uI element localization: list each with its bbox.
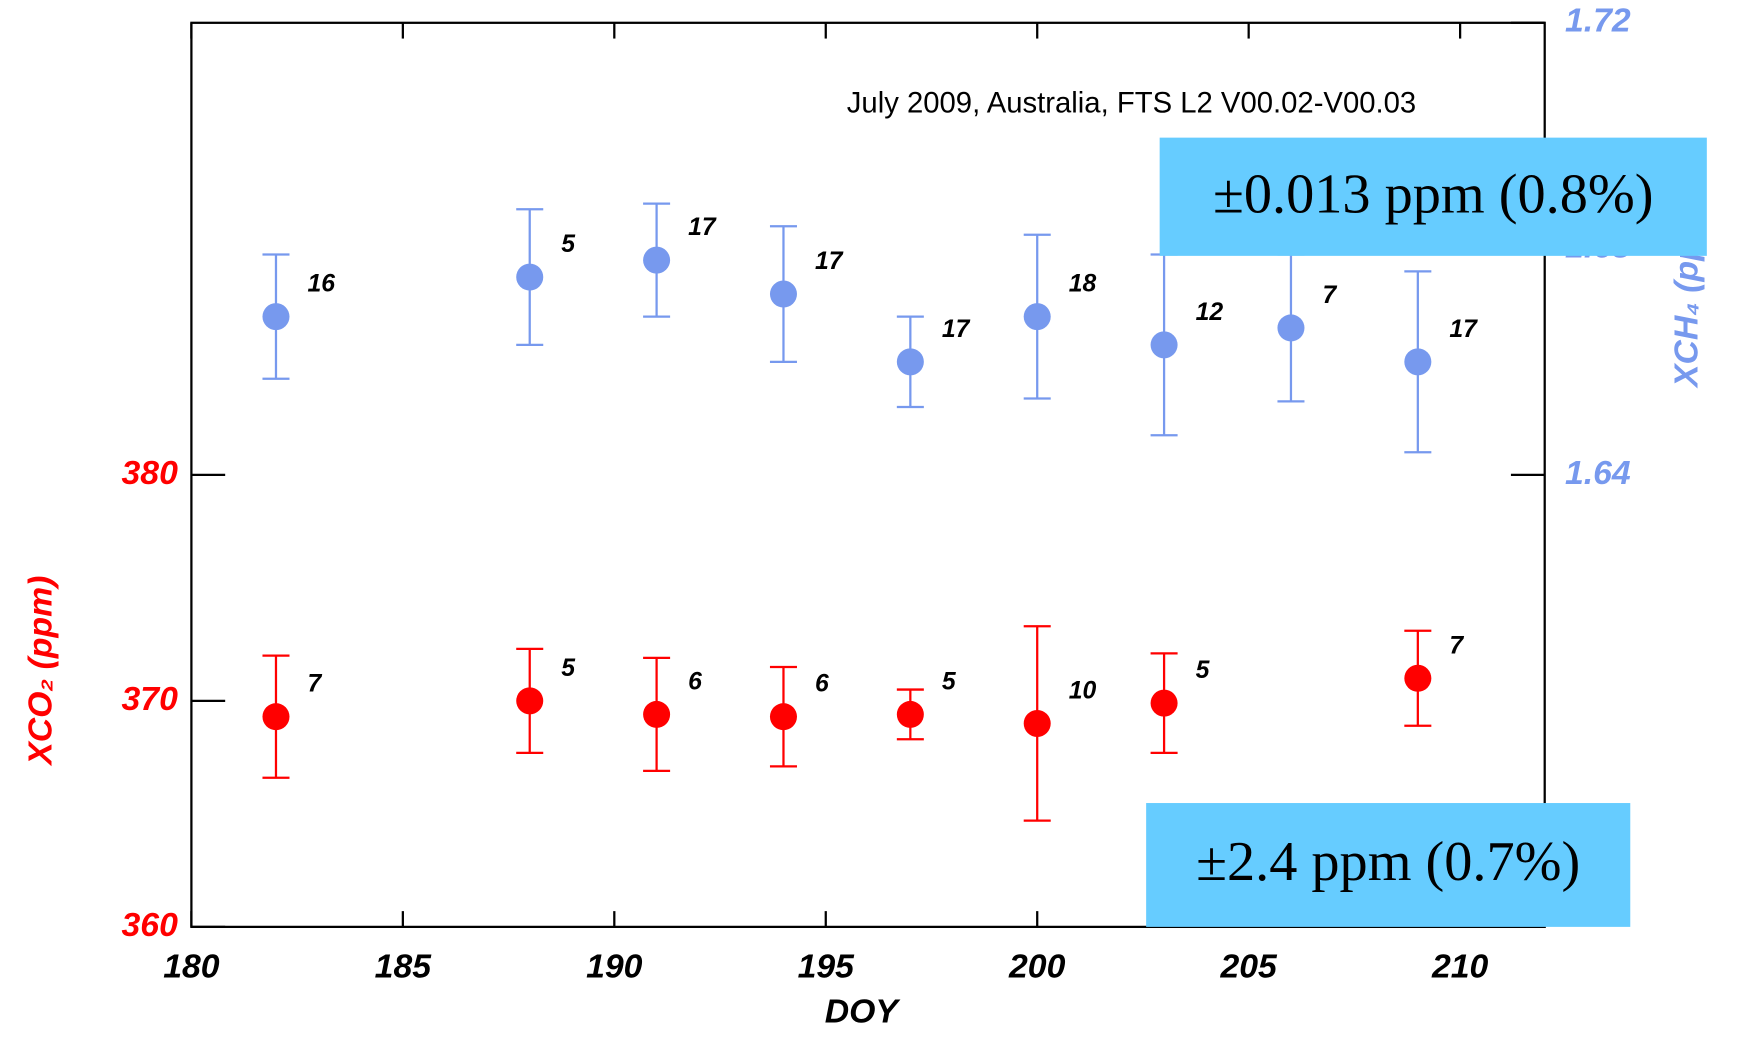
point [643,246,671,274]
point [896,348,924,376]
count-label: 6 [688,668,702,695]
point [1150,331,1178,359]
annotation: ±2.4 ppm (0.7%) [1196,831,1580,893]
x-tick-label: 190 [586,947,643,985]
x-tick-label: 210 [1431,947,1489,985]
y-tick-label: 380 [122,454,179,492]
point [516,687,544,715]
count-label: 5 [561,655,576,682]
count-label: 7 [1322,282,1337,309]
count-label: 17 [815,248,844,275]
y2-tick-label: 1.64 [1565,454,1631,492]
count-label: 5 [942,668,957,695]
count-label: 17 [942,316,971,343]
x-tick-label: 180 [163,947,220,985]
count-label: 6 [815,671,829,698]
x-tick-label: 195 [798,947,856,985]
x-tick-label: 185 [375,947,433,985]
annotation-box [1159,137,1707,256]
count-label: 7 [308,671,323,698]
point [769,280,797,308]
count-label: 18 [1069,271,1097,298]
point [896,700,924,728]
point [769,703,797,731]
point [1404,664,1432,692]
y-tick-label: 370 [122,680,179,718]
annotation: ±0.013 ppm (0.8%) [1213,163,1653,225]
count-label: 16 [308,271,336,298]
y2-tick-label: 1.72 [1565,2,1631,40]
chart-title: July 2009, Australia, FTS L2 V00.02-V00.… [847,88,1416,120]
point [1023,709,1051,737]
point [1150,689,1178,717]
count-label: 17 [1449,316,1478,343]
x-tick-label: 200 [1008,947,1066,985]
point [1023,303,1051,331]
y-axis-label: XCO₂ (ppm) [22,576,60,767]
count-label: 5 [561,231,576,258]
point [1404,348,1432,376]
x-axis-label: DOY [825,992,902,1030]
point [1277,314,1305,342]
point [262,703,290,731]
point [262,303,290,331]
plot-area: 1801851901952002052103603703801.641.681.… [122,2,1631,986]
count-label: 5 [1196,657,1211,684]
annotation-box [1146,803,1631,927]
count-label: 10 [1069,677,1097,704]
point [643,700,671,728]
count-label: 17 [688,214,717,241]
count-label: 12 [1196,299,1224,326]
point [516,263,544,291]
count-label: 7 [1449,632,1464,659]
x-tick-label: 205 [1219,947,1278,985]
y-tick-label: 360 [122,906,179,944]
